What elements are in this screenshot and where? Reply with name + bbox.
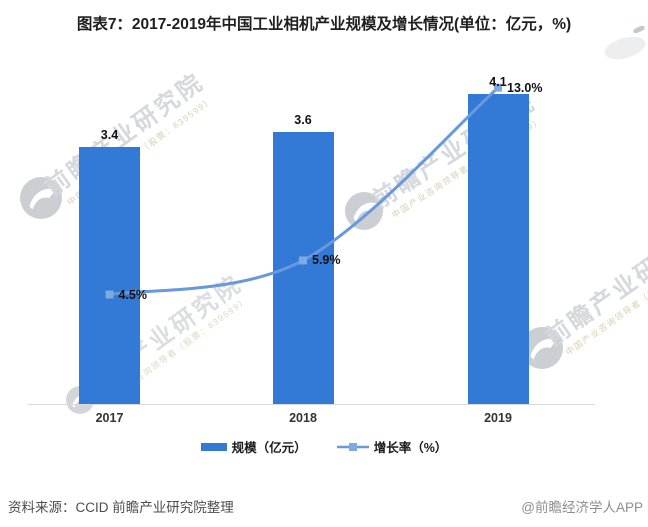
growth-value-label-2017: 4.5% bbox=[118, 287, 148, 302]
bar-2019 bbox=[467, 94, 529, 404]
x-axis-line bbox=[28, 404, 595, 405]
x-axis-label-2018: 2018 bbox=[289, 411, 317, 425]
bar-2018 bbox=[272, 132, 334, 404]
source-note: 资料来源：CCID 前瞻产业研究院整理 bbox=[8, 500, 234, 515]
bar-value-label-2017: 3.4 bbox=[100, 128, 119, 143]
legend-item-growth: 增长率（%） bbox=[336, 437, 448, 456]
growth-value-label-2018: 5.9% bbox=[312, 253, 341, 268]
chart-title: 图表7：2017-2019年中国工业相机产业规模及增长情况(单位：亿元，%) bbox=[76, 16, 572, 33]
bar-swatch-icon bbox=[200, 442, 227, 451]
bar-value-label-2019: 4.1 bbox=[489, 75, 507, 90]
x-axis-label-2017: 2017 bbox=[95, 411, 124, 425]
growth-value-label-2019: 13.0% bbox=[507, 80, 543, 95]
line-marker-swatch-icon bbox=[336, 442, 369, 451]
credit-note: @前瞻经济学人APP bbox=[521, 500, 643, 515]
legend: 规模（亿元） 增长率（%） bbox=[0, 437, 648, 456]
bar-value-label-2018: 3.6 bbox=[294, 113, 312, 128]
bar-2017 bbox=[79, 147, 140, 404]
x-axis-label-2019: 2019 bbox=[484, 411, 512, 425]
legend-label: 增长率（%） bbox=[373, 441, 448, 455]
legend-item-scale: 规模（亿元） bbox=[200, 437, 307, 456]
legend-label: 规模（亿元） bbox=[231, 441, 307, 455]
